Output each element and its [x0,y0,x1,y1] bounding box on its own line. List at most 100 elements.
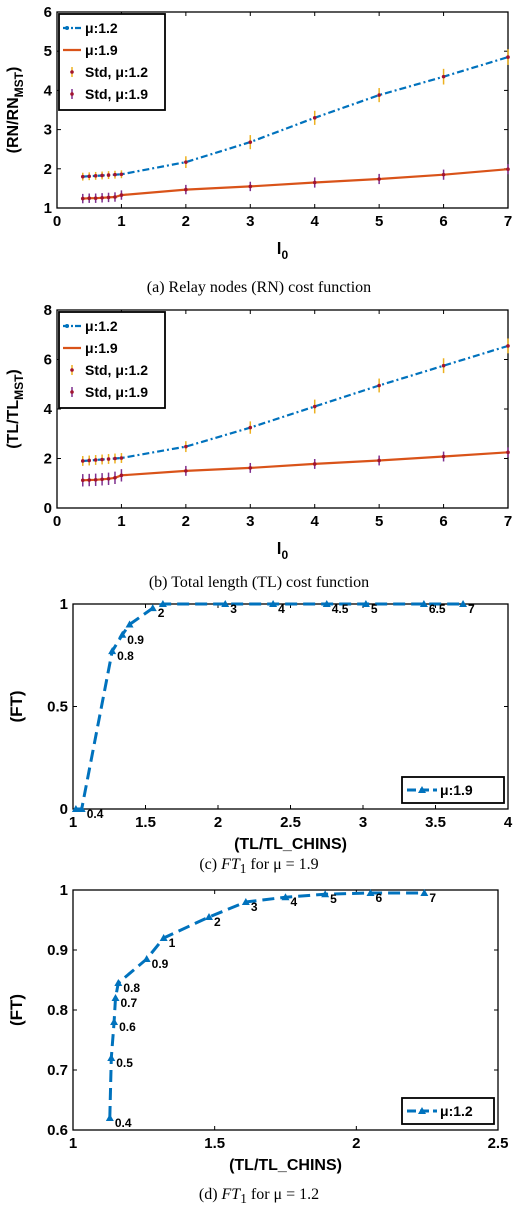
caption-d-prefix: (d) [198,1186,222,1203]
error-point-mu-1-9 [312,180,317,185]
ft-point-label: 5 [371,602,378,616]
ft-point-marker [111,994,120,1001]
error-point-mu-1-9 [441,454,446,459]
ft-point-marker [420,889,429,896]
legend-marker-std [70,70,74,74]
x-tick-label: 6 [439,213,447,230]
ft-point-label: 3 [251,900,258,914]
ft-point-label: 4 [291,895,298,909]
ft-point-marker [269,600,278,607]
ft-point-label: 0.6 [119,1020,136,1034]
ft-point-marker [110,1018,119,1025]
plot-frame [72,889,499,1131]
error-point-mu-1-2 [113,456,117,461]
ft-point-marker [77,805,86,812]
error-point-mu-1-2 [80,174,85,179]
ft-point-label: 0.4 [115,1116,132,1130]
x-tick-label: 4 [311,213,320,230]
x-axis-label: (TL/TL_CHINS) [234,836,347,853]
chart-panel-a: 0 1 2 3 4 5 6 7 1 2 3 4 5 6 (RN/RNMST) l0 μ:1.2 μ:1.9 Std,… [0,0,518,280]
error-point-mu-1-9 [93,196,98,200]
error-point-mu-1-2 [87,174,92,179]
x-tick-label: 3 [359,814,367,831]
ft-point-marker [322,600,331,607]
error-point-mu-1-9 [87,196,92,200]
y-tick-label: 6 [44,352,52,369]
error-point-mu-1-2 [184,444,188,449]
error-point-mu-1-2 [93,174,98,178]
ft-point-label: 0.4 [87,807,104,821]
ft-point-marker [419,600,428,607]
ft-point-marker [205,913,213,920]
legend-label: μ:1.9 [85,42,118,58]
ft-point-label: 5 [330,892,337,906]
y-tick-label: 1 [60,596,68,613]
error-point-mu-1-2 [87,458,92,463]
y-tick-label: 5 [44,43,52,60]
error-point-mu-1-2 [312,404,317,409]
x-tick-label: 6 [439,513,447,530]
ft-point-label: 7 [468,602,475,616]
ft-point-label: 4 [278,602,285,616]
x-tick-label: 4 [311,513,320,530]
error-point-mu-1-2 [119,172,124,177]
y-tick-label: 0.8 [47,1002,68,1019]
error-point-mu-1-2 [184,160,188,164]
ft-point-marker [142,955,151,962]
legend-marker [418,786,426,793]
y-axis-label: (TL/TLMST) [5,369,26,449]
x-tick-label: 1 [69,1135,77,1152]
y-axis-label: (FT) [7,690,26,722]
legend-box [401,776,505,804]
ft-point-label: 4.5 [332,602,349,616]
caption-b: (b) Total length (TL) cost function [148,574,370,591]
ft-point-marker [71,805,80,812]
x-axis-label: l0 [277,239,289,262]
x-tick-label: 3.5 [425,814,446,831]
ft-point-marker [459,600,468,607]
ft-point-label: 0.8 [117,649,134,663]
legend-box [58,311,166,409]
ft-point-label: 0.9 [127,633,144,647]
error-point-mu-1-9 [119,193,124,197]
error-point-mu-1-9 [106,195,111,200]
y-tick-label: 3 [44,122,52,139]
error-point-mu-1-2 [441,363,446,368]
chart-a-plot: 0 1 2 3 4 5 6 7123456(RN/RNMST)l0μ:1.2μ:1.9Std,… [5,4,512,262]
ft-point-marker [118,630,127,638]
ft-series-line [108,891,425,1119]
caption-c-symbol: FT [221,856,240,873]
legend-label: μ:1.2 [85,318,118,334]
legend-marker-std [70,92,74,96]
error-point-mu-1-9 [80,478,85,483]
y-tick-label: 0 [60,801,68,818]
legend-marker-mu-1-2 [65,26,69,30]
x-tick-label: 1.5 [135,814,156,831]
ft-point-label: 0.5 [116,1056,133,1070]
ft-point-label: 2 [158,606,165,620]
ft-point-label: 2 [214,915,221,929]
x-tick-label: 3 [246,213,254,230]
x-axis-label: (TL/TL_CHINS) [229,1157,342,1174]
y-axis-label: (FT) [7,994,26,1026]
error-point-mu-1-9 [80,196,85,201]
caption-d-subscript: 1 [240,1191,247,1207]
x-tick-label: 2 [182,213,190,230]
x-tick-label: 0 [53,513,61,530]
caption-c-subscript: 1 [239,861,247,877]
x-tick-label: 2 [214,814,222,831]
error-point-mu-1-9 [248,466,253,470]
y-tick-label: 6 [44,4,52,21]
error-point-mu-1-9 [377,177,381,181]
legend-marker-mu-1-2 [65,324,69,328]
x-tick-label: 2.5 [280,814,301,831]
error-point-mu-1-9 [100,196,104,200]
error-point-mu-1-2 [506,55,510,59]
legend-label: μ:1.9 [85,340,118,356]
legend-label: μ:1.2 [440,1103,473,1119]
x-tick-label: 5 [375,513,383,530]
ft-point-label: 6 [376,891,383,905]
error-point-mu-1-2 [441,74,446,79]
x-tick-label: 3 [246,513,254,530]
ft-point-marker [159,934,168,941]
